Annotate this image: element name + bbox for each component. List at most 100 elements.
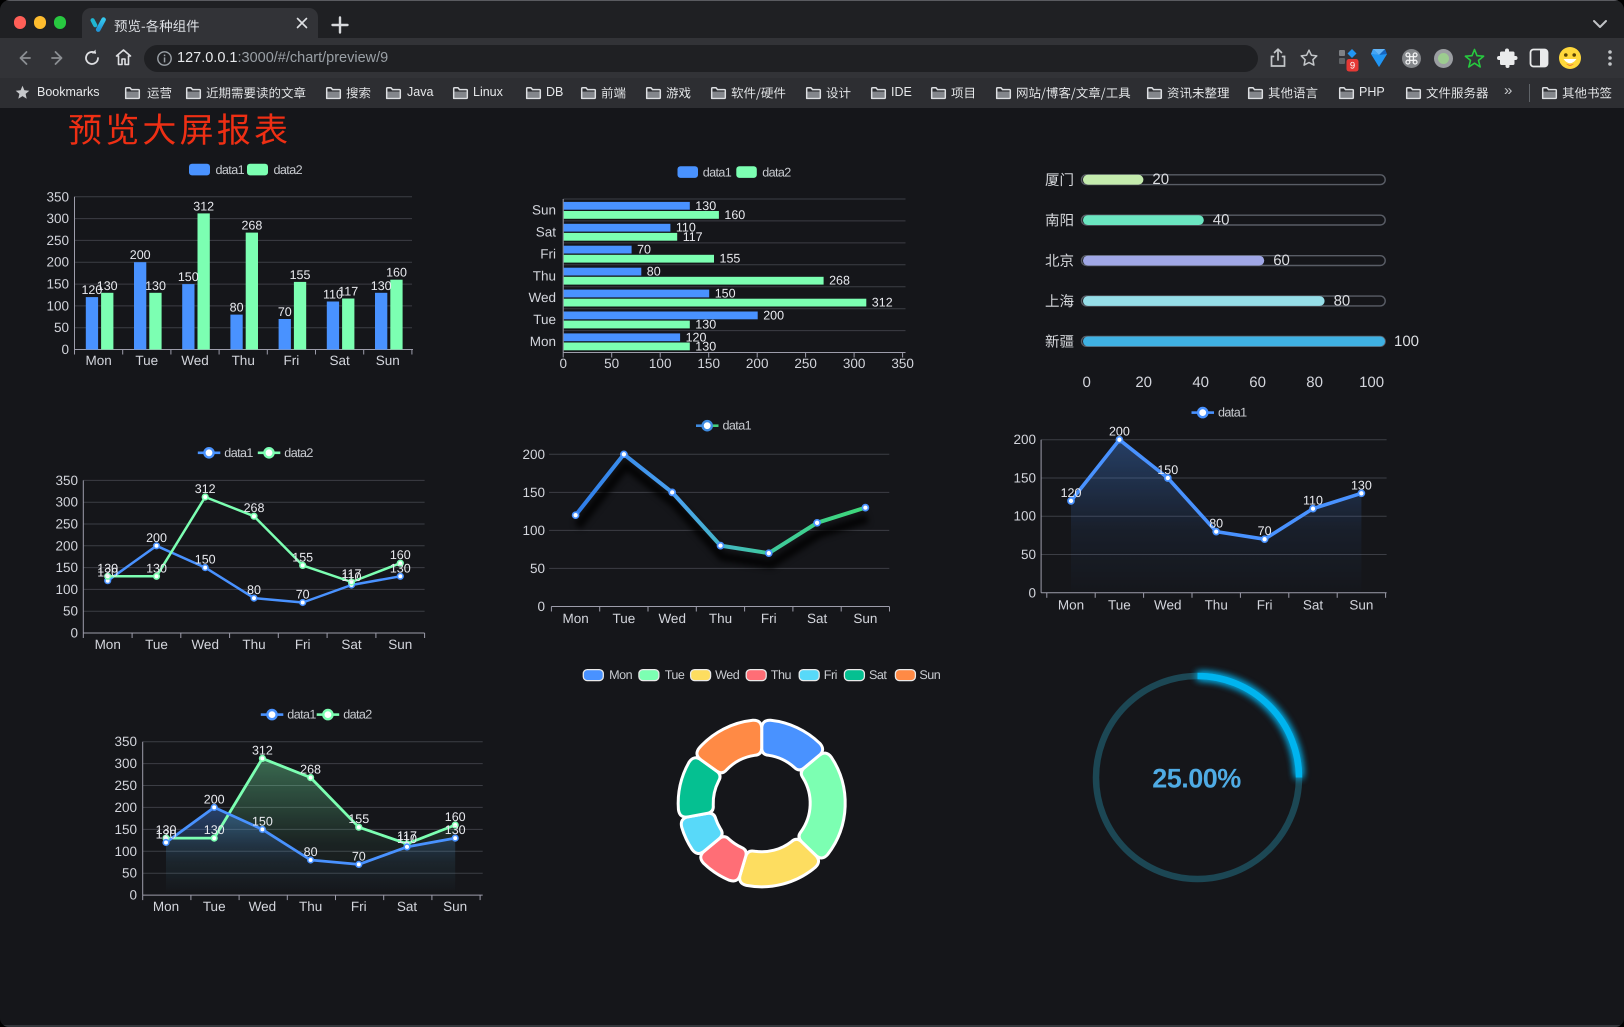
svg-text:Sun: Sun [919, 668, 940, 682]
svg-text:268: 268 [244, 501, 265, 515]
svg-text:110: 110 [397, 832, 417, 846]
svg-text:80: 80 [1209, 517, 1223, 531]
svg-text:130: 130 [146, 561, 167, 575]
svg-text:130: 130 [156, 823, 177, 837]
svg-text:50: 50 [530, 561, 545, 576]
svg-text:Thu: Thu [1205, 598, 1228, 613]
svg-text:Sun: Sun [443, 899, 467, 914]
svg-text:130: 130 [445, 823, 466, 837]
svg-text:200: 200 [1109, 425, 1130, 439]
svg-text:268: 268 [829, 274, 850, 288]
svg-text:150: 150 [195, 553, 216, 567]
svg-text:100: 100 [649, 356, 672, 371]
svg-text:80: 80 [1334, 293, 1351, 310]
svg-text:70: 70 [1258, 524, 1272, 538]
svg-text:Thu: Thu [232, 353, 255, 368]
svg-text:200: 200 [204, 792, 225, 806]
svg-text:data1: data1 [216, 163, 245, 177]
svg-text:Fri: Fri [761, 611, 777, 626]
svg-text:data2: data2 [274, 163, 303, 177]
svg-text:0: 0 [70, 626, 78, 641]
svg-text:Sat: Sat [1303, 598, 1324, 613]
svg-text:Wed: Wed [191, 637, 219, 652]
svg-text:200: 200 [114, 800, 137, 815]
svg-text:Tue: Tue [135, 353, 158, 368]
svg-text:Tue: Tue [145, 637, 168, 652]
svg-text:150: 150 [114, 822, 137, 837]
svg-text:0: 0 [1083, 374, 1091, 391]
svg-text:300: 300 [55, 495, 78, 510]
svg-text:155: 155 [348, 812, 369, 826]
svg-text:80: 80 [247, 583, 261, 597]
svg-text:312: 312 [252, 743, 273, 757]
svg-text:Fri: Fri [351, 899, 367, 914]
svg-text:data1: data1 [287, 708, 316, 722]
svg-text:300: 300 [46, 211, 69, 226]
svg-text:110: 110 [676, 221, 696, 235]
svg-text:data1: data1 [723, 419, 752, 433]
svg-text:130: 130 [204, 823, 225, 837]
svg-text:150: 150 [697, 356, 720, 371]
svg-text:Mon: Mon [1058, 598, 1084, 613]
svg-text:100: 100 [46, 298, 69, 313]
svg-text:80: 80 [230, 301, 244, 315]
svg-text:Tue: Tue [613, 611, 636, 626]
svg-text:Sun: Sun [1349, 598, 1373, 613]
svg-text:130: 130 [97, 561, 118, 575]
svg-text:110: 110 [342, 570, 362, 584]
svg-text:250: 250 [55, 517, 78, 532]
svg-text:80: 80 [304, 845, 318, 859]
svg-text:80: 80 [1306, 374, 1323, 391]
svg-text:Mon: Mon [95, 637, 121, 652]
svg-text:250: 250 [46, 233, 69, 248]
svg-text:Sat: Sat [807, 611, 828, 626]
svg-text:200: 200 [746, 356, 769, 371]
svg-text:120: 120 [156, 828, 177, 842]
svg-text:117: 117 [683, 230, 703, 244]
svg-text:312: 312 [872, 296, 893, 310]
svg-text:100: 100 [1394, 333, 1419, 350]
svg-text:Sat: Sat [536, 224, 557, 239]
svg-text:Wed: Wed [1154, 598, 1182, 613]
svg-text:150: 150 [178, 270, 199, 284]
svg-text:data2: data2 [284, 446, 313, 460]
svg-text:120: 120 [97, 566, 118, 580]
svg-text:40: 40 [1213, 212, 1230, 229]
svg-text:Mon: Mon [85, 353, 111, 368]
svg-text:150: 150 [252, 814, 273, 828]
svg-text:200: 200 [763, 308, 784, 322]
svg-text:Sat: Sat [329, 353, 350, 368]
svg-text:250: 250 [794, 356, 817, 371]
svg-text:155: 155 [290, 268, 311, 282]
svg-text:Thu: Thu [771, 668, 792, 682]
svg-text:0: 0 [559, 356, 567, 371]
svg-text:150: 150 [55, 560, 78, 575]
svg-text:60: 60 [1273, 252, 1290, 269]
svg-text:120: 120 [81, 283, 102, 297]
svg-text:0: 0 [537, 599, 545, 614]
svg-text:Tue: Tue [533, 312, 556, 327]
svg-text:300: 300 [843, 356, 866, 371]
svg-text:Mon: Mon [153, 899, 179, 914]
svg-text:150: 150 [715, 287, 736, 301]
svg-text:268: 268 [241, 219, 262, 233]
svg-text:Sun: Sun [853, 611, 877, 626]
svg-text:350: 350 [891, 356, 914, 371]
svg-text:Mon: Mon [609, 668, 632, 682]
svg-text:Thu: Thu [709, 611, 732, 626]
svg-text:Thu: Thu [242, 637, 265, 652]
svg-text:Tue: Tue [665, 668, 685, 682]
svg-text:0: 0 [61, 342, 69, 357]
svg-text:Sun: Sun [388, 637, 412, 652]
svg-text:Sat: Sat [869, 668, 887, 682]
svg-text:300: 300 [114, 756, 137, 771]
svg-text:25.00%: 25.00% [1152, 764, 1241, 794]
svg-text:data1: data1 [703, 165, 732, 179]
svg-text:155: 155 [292, 550, 313, 564]
svg-text:110: 110 [1303, 494, 1323, 508]
svg-text:200: 200 [46, 255, 69, 270]
svg-text:50: 50 [122, 866, 137, 881]
svg-text:20: 20 [1135, 374, 1152, 391]
svg-text:Sun: Sun [376, 353, 400, 368]
svg-text:130: 130 [145, 279, 166, 293]
